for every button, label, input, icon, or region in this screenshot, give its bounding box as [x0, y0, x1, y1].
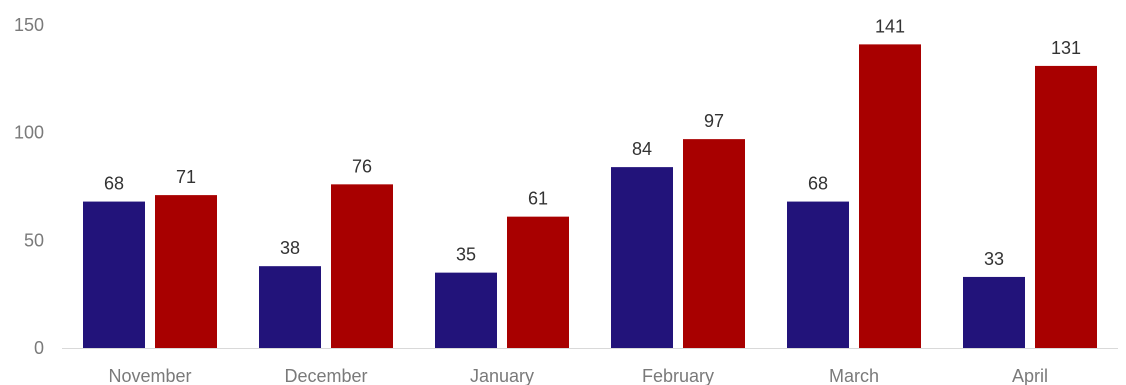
- bar-series-2-february: [683, 139, 745, 348]
- data-label: 35: [456, 245, 476, 265]
- data-label: 68: [104, 174, 124, 194]
- x-category-label: February: [642, 366, 714, 385]
- x-category-label: April: [1012, 366, 1048, 385]
- x-category-label: December: [284, 366, 367, 385]
- bar-series-1-april: [963, 276, 1025, 348]
- data-labels-layer: 68 71 38 76 35 61 84 97 68 141 33 131: [104, 16, 1081, 269]
- y-tick-label: 100: [14, 123, 44, 143]
- bar-series-2-january: [507, 216, 569, 348]
- data-label: 38: [280, 238, 300, 258]
- data-label: 68: [808, 174, 828, 194]
- bar-series-2-march: [859, 44, 921, 348]
- x-axis: November December January February March Apri…: [108, 366, 1048, 385]
- bar-series-1-march: [787, 201, 849, 348]
- y-axis: 0 50 100 150: [14, 15, 44, 358]
- data-label: 61: [528, 189, 548, 209]
- data-label: 76: [352, 156, 372, 176]
- bar-series-2-november: [155, 195, 217, 348]
- bar-series-1-november: [83, 201, 145, 348]
- bar-series-2-april: [1035, 65, 1097, 348]
- data-label: 71: [176, 167, 196, 187]
- data-label: 141: [875, 16, 905, 36]
- data-label: 84: [632, 139, 652, 159]
- y-tick-label: 50: [24, 230, 44, 250]
- bar-series-1-february: [611, 167, 673, 348]
- data-label: 97: [704, 111, 724, 131]
- bar-series-1-january: [435, 272, 497, 348]
- x-category-label: January: [470, 366, 534, 385]
- x-category-label: March: [829, 366, 879, 385]
- bar-series-1-december: [259, 266, 321, 348]
- x-category-label: November: [108, 366, 191, 385]
- bar-series-2-december: [331, 184, 393, 348]
- data-label: 131: [1051, 38, 1081, 58]
- data-label: 33: [984, 249, 1004, 269]
- y-tick-label: 0: [34, 338, 44, 358]
- y-tick-label: 150: [14, 15, 44, 35]
- bars-layer: [83, 44, 1097, 348]
